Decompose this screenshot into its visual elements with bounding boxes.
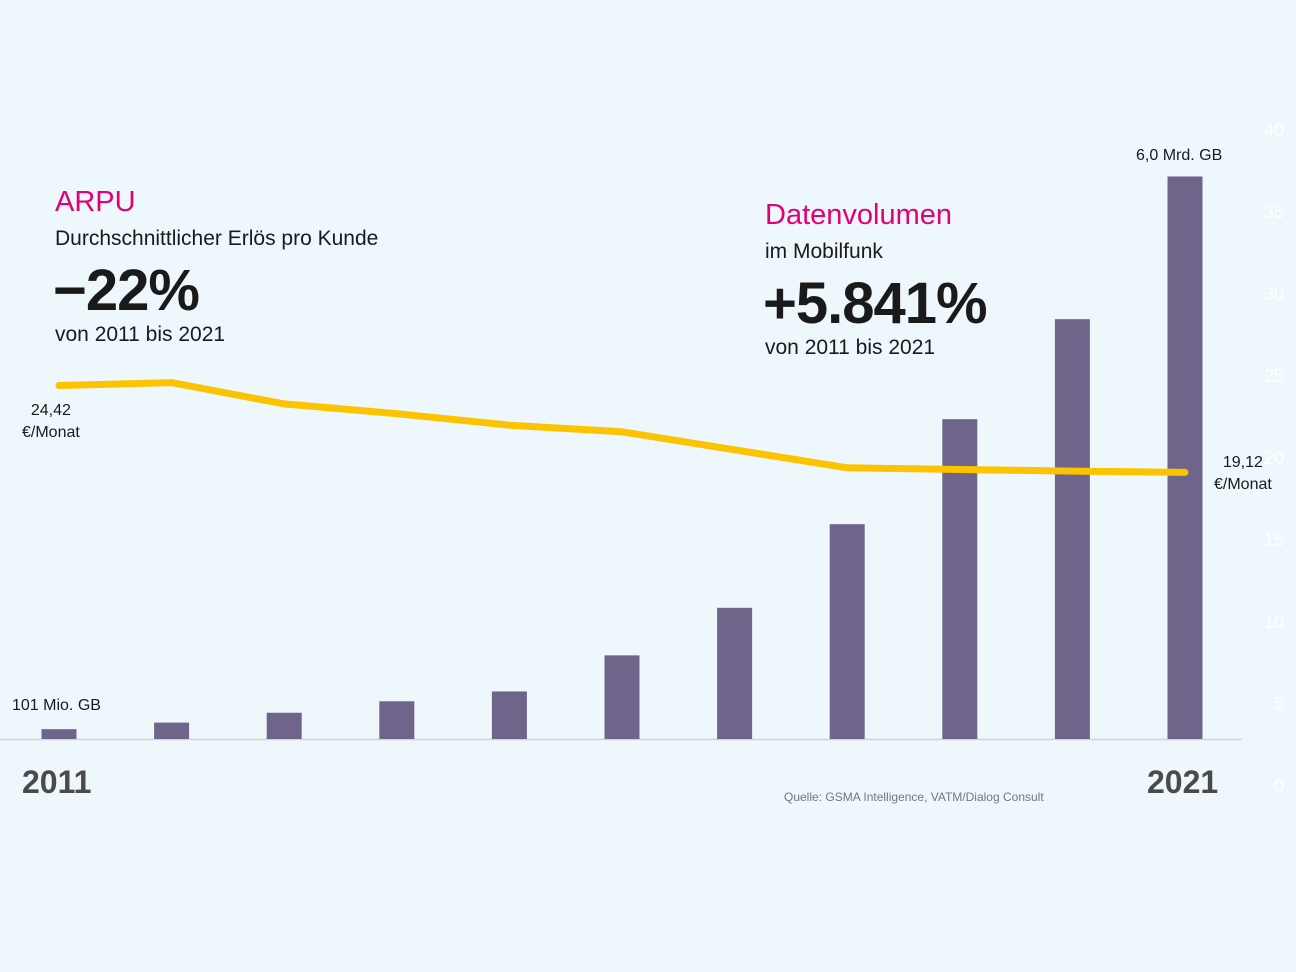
datenvolumen-subtitle: im Mobilfunk	[765, 240, 883, 263]
y-tick-label: 20	[1264, 448, 1284, 468]
arpu-period: von 2011 bis 2021	[55, 323, 226, 346]
arpu-title: ARPU	[55, 186, 136, 218]
bar-2017	[717, 607, 753, 739]
bar-2016	[604, 655, 640, 739]
x-label-last-year: 2021	[1147, 764, 1219, 800]
bar-2012	[154, 722, 190, 739]
y-tick-label: 40	[1264, 120, 1284, 140]
bar-2013	[266, 712, 302, 739]
arpu-end-label: 19,12 €/Monat	[1214, 452, 1272, 496]
arpu-end-value: 19,12	[1222, 454, 1263, 471]
datenvolumen-change: +5.841%	[763, 271, 988, 336]
bar-2018	[829, 524, 865, 739]
y-tick-label: 35	[1264, 202, 1284, 222]
y-tick-label: 5	[1274, 694, 1284, 714]
bar-2011	[41, 729, 77, 739]
arpu-end-unit: €/Monat	[1214, 476, 1272, 493]
arpu-change: −22%	[53, 258, 200, 323]
datenvolumen-title: Datenvolumen	[765, 199, 952, 231]
arpu-start-value: 24,42	[30, 402, 71, 419]
arpu-subtitle: Durchschnittlicher Erlös pro Kunde	[55, 227, 379, 250]
y-tick-label: 30	[1264, 284, 1284, 304]
y-tick-label: 15	[1264, 530, 1284, 550]
x-label-first-year: 2011	[22, 764, 92, 800]
y-axis-ticks: 0 5 10 15 20 25 30 35 40	[1264, 120, 1284, 796]
bar-2015	[491, 691, 527, 739]
y-tick-label: 0	[1274, 776, 1284, 796]
datenvolumen-period: von 2011 bis 2021	[765, 336, 936, 359]
source-note: Quelle: GSMA Intelligence, VATM/Dialog C…	[784, 790, 1044, 804]
arpu-line	[55, 379, 1189, 476]
bar-2021	[1167, 176, 1203, 740]
bar-2014	[379, 701, 415, 739]
y-tick-label: 10	[1264, 612, 1284, 632]
data-volume-end-label: 6,0 Mrd. GB	[1136, 147, 1223, 164]
data-volume-start-label: 101 Mio. GB	[12, 697, 101, 714]
arpu-start-unit: €/Monat	[22, 424, 80, 441]
y-tick-label: 25	[1264, 366, 1284, 386]
arpu-start-label: 24,42 €/Monat	[22, 400, 80, 444]
bar-2020	[1054, 319, 1090, 739]
data-volume-bars	[41, 176, 1203, 740]
